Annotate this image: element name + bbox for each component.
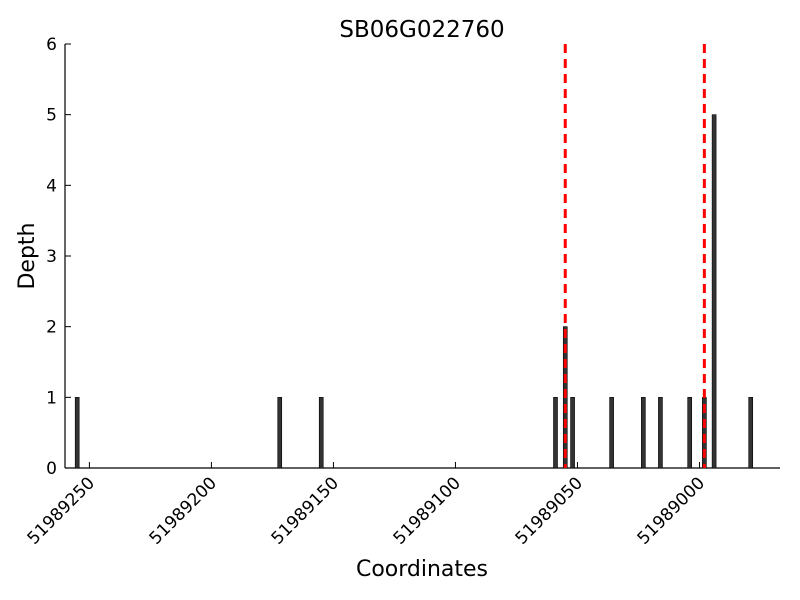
bars [74,114,754,469]
y-tick-label: 3 [46,247,57,267]
x-axis-label: Coordinates [356,557,488,582]
y-tick-label: 2 [46,318,57,338]
x-tick-label: 51989050 [512,473,587,548]
bar [687,397,693,469]
y-tick-label: 6 [46,35,57,55]
x-ticks: 51989250 51989200 51989150 51989100 51989050… [24,462,709,549]
x-tick-label: 51989250 [24,473,99,548]
bar [74,397,80,469]
y-tick-label: 1 [46,388,57,408]
bar [570,397,575,469]
bar [277,397,283,469]
x-tick-label: 51989000 [634,473,709,548]
y-tick-label: 5 [46,106,57,126]
y-axis-label: Depth [15,222,40,289]
x-tick-label: 51989200 [146,473,221,548]
chart-title: SB06G022760 [339,17,504,43]
y-ticks: 0 1 2 3 4 5 6 [46,35,71,479]
bar [553,397,558,469]
y-tick-label: 4 [46,176,57,196]
x-tick-label: 51989150 [268,473,343,548]
bar [711,114,717,469]
bar [658,397,663,469]
plot-area: 0 1 2 3 4 5 6 51989250 51989200 51989150 51989100… [24,35,780,549]
bar [641,397,646,469]
x-tick-label: 51989100 [390,473,465,548]
bar [609,397,614,469]
reference-lines [563,44,706,468]
bar [748,397,754,469]
bar [318,397,324,469]
y-tick-label: 0 [46,459,57,479]
